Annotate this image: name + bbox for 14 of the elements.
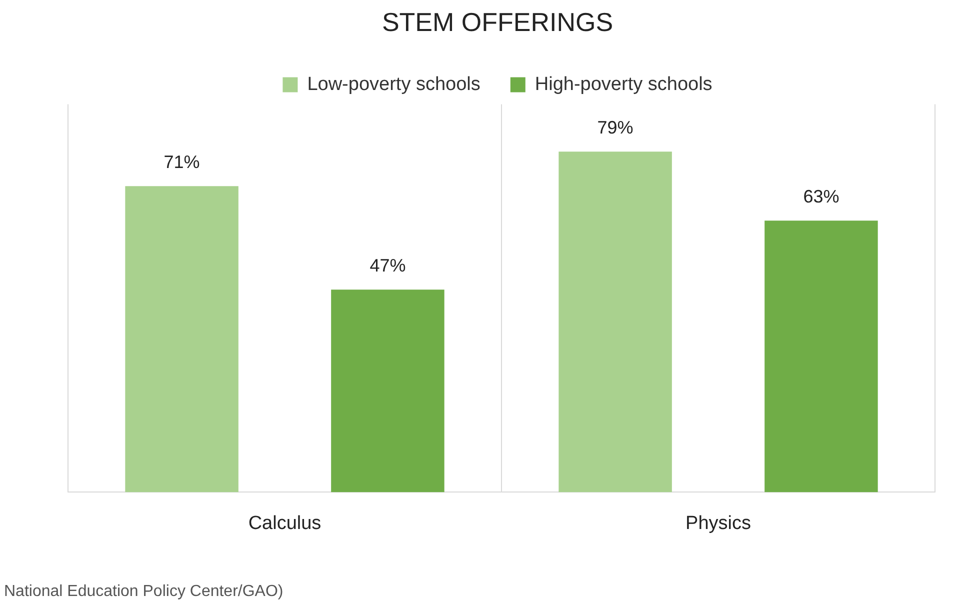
legend-label: High-poverty schools: [534, 74, 712, 95]
data-label: 47%: [370, 256, 406, 276]
bar: [558, 152, 672, 492]
data-label: 79%: [597, 118, 634, 138]
data-label: 63%: [803, 186, 840, 207]
text: National Education Policy Center/GAO): [4, 583, 284, 600]
x-tick-label: Calculus: [248, 512, 322, 534]
legend-label: Low-poverty schools: [307, 74, 480, 95]
bar: [125, 186, 238, 492]
data-label: 71%: [164, 152, 200, 172]
x-tick-label: Physics: [686, 512, 751, 534]
bar: [331, 290, 444, 492]
bar: [764, 220, 878, 492]
chart-title: STEM OFFERINGS: [382, 6, 614, 37]
